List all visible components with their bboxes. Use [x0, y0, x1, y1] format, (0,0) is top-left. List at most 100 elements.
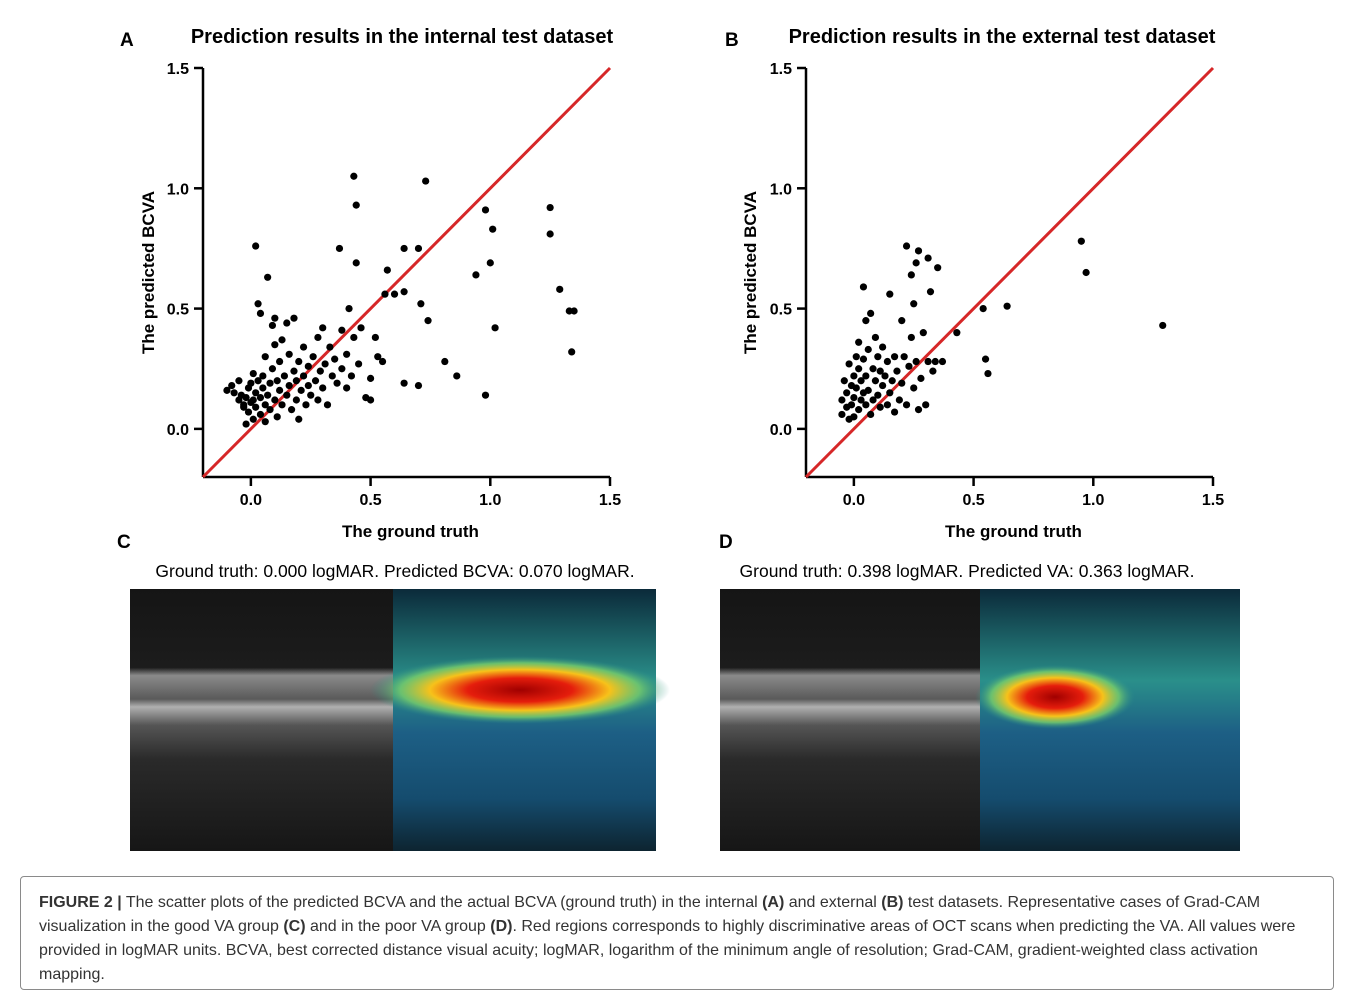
data-point: [323, 401, 332, 409]
data-point: [881, 372, 889, 380]
y-axis-label: The predicted BCVA: [139, 191, 158, 354]
data-point: [922, 401, 930, 409]
data-point: [905, 362, 913, 370]
data-point: [247, 379, 255, 387]
data-point: [259, 384, 267, 392]
data-point: [290, 314, 298, 322]
data-point: [489, 225, 497, 233]
data-point: [326, 343, 334, 351]
data-point: [371, 333, 379, 342]
data-point: [321, 360, 329, 368]
data-point: [929, 367, 937, 375]
data-point: [919, 329, 927, 337]
data-point: [850, 413, 858, 421]
data-point: [847, 401, 856, 409]
x-tick-label: 1.0: [1082, 492, 1104, 509]
data-point: [266, 379, 274, 387]
data-point: [261, 401, 269, 409]
data-point: [366, 374, 375, 382]
chart-title: Prediction results in the external test …: [789, 26, 1216, 48]
data-point: [883, 357, 892, 366]
data-point: [453, 372, 461, 380]
data-point: [926, 288, 935, 296]
data-point: [890, 408, 899, 416]
data-point: [343, 384, 351, 392]
y-tick-label: 1.5: [770, 61, 792, 78]
figure-caption: FIGURE 2 | The scatter plots of the pred…: [20, 876, 1334, 990]
data-point: [249, 415, 257, 423]
data-point: [898, 317, 906, 325]
oct-scan: [720, 589, 980, 851]
data-point: [366, 396, 375, 404]
data-point: [912, 259, 920, 267]
data-point: [328, 372, 336, 380]
data-point: [256, 394, 265, 402]
data-point: [422, 177, 430, 185]
data-point: [295, 415, 303, 423]
data-point: [910, 300, 918, 308]
caption-text: . Red regions corresponds to highly disc…: [39, 918, 1296, 983]
image-caption: Ground truth: 0.000 logMAR. Predicted BC…: [155, 561, 634, 581]
data-point: [290, 367, 298, 375]
data-point: [264, 391, 272, 399]
caption-text: The scatter plots of the predicted BCVA …: [121, 894, 763, 911]
x-tick-label: 0.0: [240, 492, 262, 509]
data-point: [338, 326, 346, 334]
panel-label: A: [120, 30, 134, 51]
data-point: [883, 401, 892, 409]
data-point: [400, 379, 408, 387]
y-tick-label: 1.0: [770, 181, 792, 198]
data-point: [319, 324, 327, 332]
data-point: [843, 389, 851, 397]
data-point: [299, 343, 308, 351]
data-point: [902, 401, 911, 409]
y-tick-label: 0.0: [167, 422, 189, 439]
data-point: [383, 266, 391, 274]
data-point: [304, 381, 312, 390]
data-point: [343, 350, 351, 358]
data-point: [271, 341, 279, 349]
data-point: [259, 372, 267, 380]
image-caption: Ground truth: 0.398 logMAR. Predicted VA…: [740, 561, 1195, 581]
data-point: [570, 307, 578, 315]
data-point: [244, 408, 253, 416]
data-point: [869, 396, 877, 404]
data-point: [1077, 237, 1085, 245]
data-point: [304, 362, 312, 370]
data-point: [249, 396, 257, 404]
data-point: [890, 353, 899, 361]
data-point: [271, 314, 279, 322]
data-point: [276, 386, 284, 394]
data-point: [912, 357, 920, 366]
data-point: [864, 386, 872, 394]
data-point: [546, 230, 554, 238]
identity-line: [804, 66, 1215, 479]
data-point: [256, 309, 265, 317]
data-point: [876, 403, 884, 411]
data-point: [311, 377, 320, 385]
data-point: [862, 401, 870, 409]
data-point: [299, 372, 308, 380]
data-point: [335, 244, 344, 253]
data-point: [546, 203, 554, 212]
data-point: [271, 396, 279, 404]
data-point: [855, 406, 863, 414]
data-point: [481, 391, 490, 399]
data-point: [254, 377, 262, 385]
y-tick-label: 0.5: [167, 302, 189, 319]
data-point: [256, 410, 265, 419]
data-point: [838, 396, 846, 404]
data-point: [261, 418, 269, 426]
identity-line: [201, 66, 612, 479]
data-point: [292, 377, 300, 385]
data-point: [852, 384, 860, 392]
data-point: [862, 317, 870, 325]
data-point: [859, 355, 868, 363]
x-tick-label: 0.0: [843, 492, 865, 509]
data-point: [888, 377, 896, 385]
data-point: [1003, 302, 1011, 310]
caption-text: (B): [881, 894, 904, 911]
y-axis-label: The predicted BCVA: [741, 191, 760, 354]
data-point: [333, 379, 341, 387]
